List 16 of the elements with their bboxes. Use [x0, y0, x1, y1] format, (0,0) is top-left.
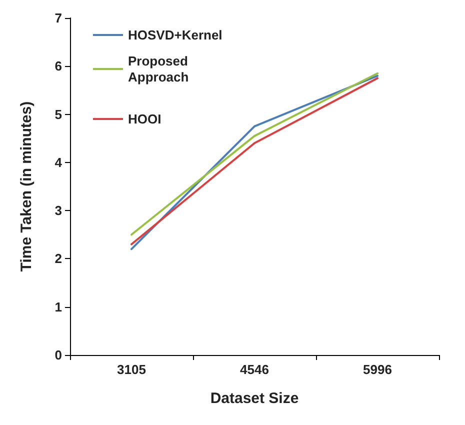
legend-label: HOSVD+Kernel	[128, 28, 222, 42]
x-tick-label: 5996	[363, 362, 392, 377]
y-axis-title: Time Taken (in minutes)	[18, 101, 35, 272]
x-tick-label: 3105	[117, 362, 146, 377]
x-tick-label: 4546	[240, 362, 269, 377]
y-tick-label: 5	[54, 106, 62, 122]
x-axis-title: Dataset Size	[210, 390, 299, 407]
y-tick-label: 7	[54, 10, 62, 26]
legend-label: Proposed Approach	[128, 54, 192, 84]
y-tick-label: 6	[54, 58, 62, 74]
legend-label: HOOI	[128, 112, 162, 126]
y-tick-label: 2	[54, 251, 62, 266]
y-tick-label: 0	[54, 348, 62, 362]
y-tick-label: 3	[54, 203, 62, 218]
y-tick-label: 4	[54, 154, 63, 170]
y-tick-label: 1	[54, 299, 62, 314]
